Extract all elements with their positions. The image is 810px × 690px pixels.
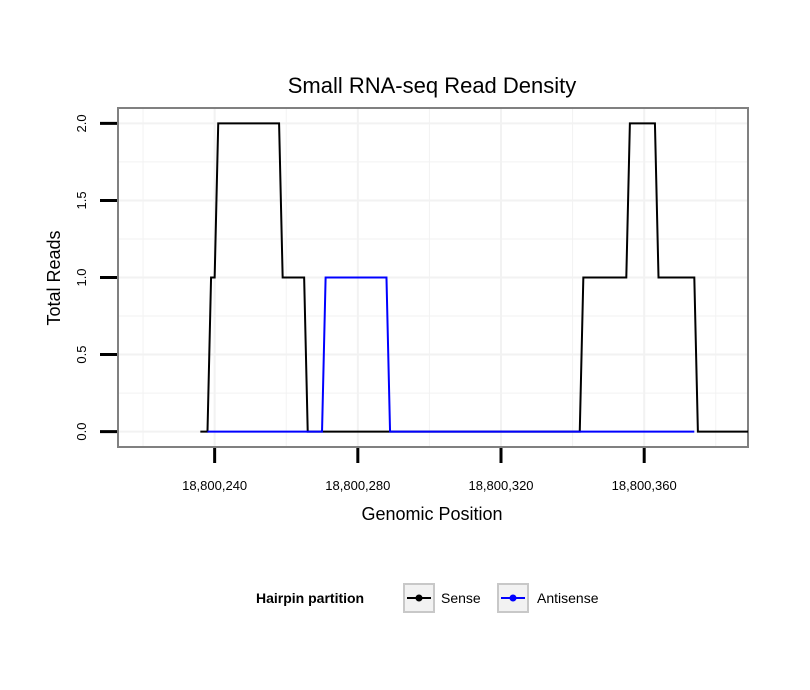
- series-layer: [200, 122, 748, 433]
- y-tick-label: 1.5: [74, 191, 89, 209]
- legend: Hairpin partition Sense Antisense: [256, 583, 599, 613]
- y-axis-title: Total Reads: [44, 230, 64, 325]
- x-tick-label: 18,800,320: [468, 478, 533, 493]
- y-tick-label: 2.0: [74, 114, 89, 132]
- legend-title: Hairpin partition: [256, 590, 364, 606]
- series-line-antisense: [207, 276, 695, 433]
- chart-title: Small RNA-seq Read Density: [288, 73, 577, 98]
- legend-label-sense: Sense: [441, 590, 481, 606]
- plot-panel-border: [117, 107, 749, 448]
- legend-items: Sense Antisense: [403, 583, 599, 613]
- x-tick-label: 18,800,360: [612, 478, 677, 493]
- x-axis-title: Genomic Position: [361, 504, 502, 524]
- y-tick-label: 0.0: [74, 423, 89, 441]
- legend-key-dot-antisense: [509, 594, 517, 602]
- legend-label-antisense: Antisense: [537, 590, 599, 606]
- y-tick-label: 1.0: [74, 268, 89, 286]
- x-tick-label: 18,800,240: [182, 478, 247, 493]
- legend-key-dot-sense: [415, 594, 423, 602]
- x-axis: 18,800,240 18,800,280 18,800,320 18,800,360: [182, 448, 677, 493]
- y-axis: 0.0 0.5 1.0 1.5 2.0: [74, 114, 117, 441]
- y-tick-label: 0.5: [74, 346, 89, 364]
- x-tick-label: 18,800,280: [325, 478, 390, 493]
